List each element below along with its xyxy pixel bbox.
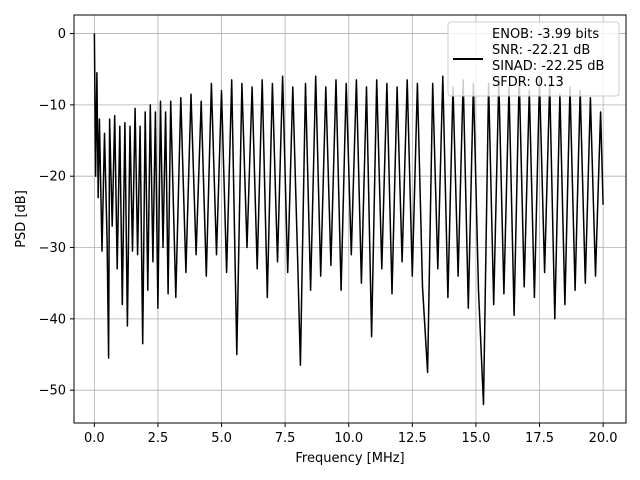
y-tick-label: 0 xyxy=(58,27,66,42)
series-layer xyxy=(93,33,604,406)
legend-entry-snr: SNR: -22.21 dB xyxy=(492,43,590,58)
psd-series-line xyxy=(93,33,604,406)
y-tick-label: −10 xyxy=(39,98,66,113)
y-tick-label: −50 xyxy=(39,384,66,399)
x-axis-label: Frequency [MHz] xyxy=(295,451,404,466)
x-tick-label: 12.5 xyxy=(398,431,427,446)
legend-box xyxy=(447,21,620,97)
legend: ENOB: -3.99 bits SNR: -22.21 dB SINAD: -… xyxy=(447,21,620,97)
plot-frame xyxy=(73,14,627,424)
y-tick-label: −20 xyxy=(39,170,66,185)
legend-entry-sfdr: SFDR: 0.13 xyxy=(492,75,564,90)
x-tick-label: 17.5 xyxy=(525,431,554,446)
y-tick-label: −40 xyxy=(39,312,66,327)
x-tick-label: 7.5 xyxy=(275,431,296,446)
x-tick-label: 5.0 xyxy=(211,431,232,446)
x-tick-label: 20.0 xyxy=(589,431,618,446)
x-tick-label: 15.0 xyxy=(461,431,490,446)
x-tick-label: 2.5 xyxy=(148,431,169,446)
y-tick-label: −30 xyxy=(39,241,66,256)
y-axis-label: PSD [dB] xyxy=(14,190,29,248)
ticks: 0.0 2.5 5.0 7.5 10.0 12.5 15.0 17.5 20.0 0 −10 −20 −… xyxy=(39,27,618,446)
x-tick-label: 0.0 xyxy=(84,431,105,446)
legend-entry-sinad: SINAD: -22.25 dB xyxy=(492,59,604,74)
x-tick-label: 10.0 xyxy=(334,431,363,446)
legend-entry-enob: ENOB: -3.99 bits xyxy=(492,27,599,42)
